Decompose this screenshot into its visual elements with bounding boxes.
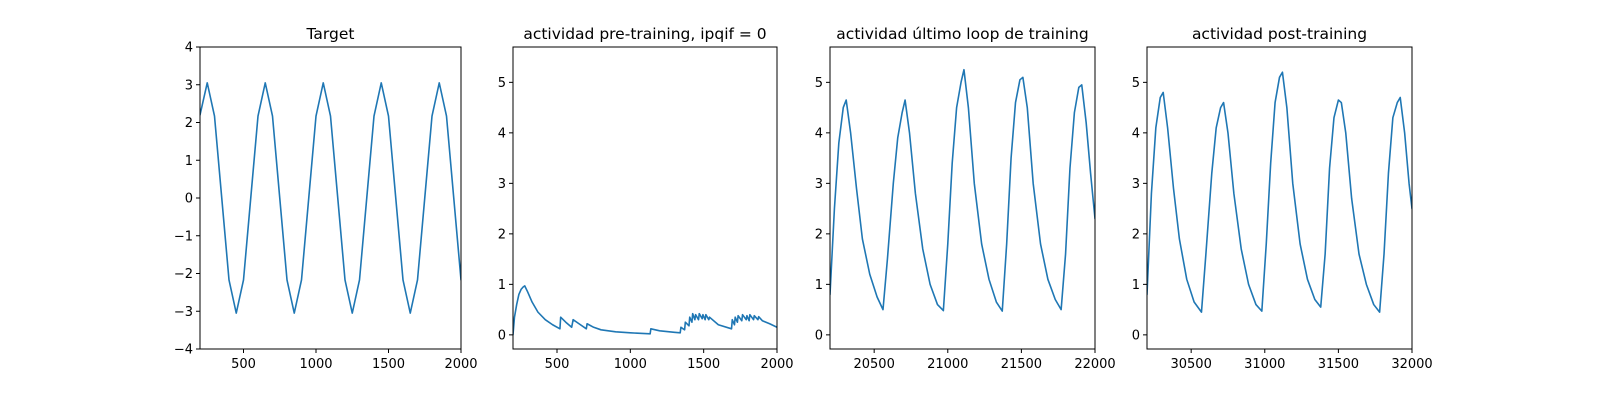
y-tick-label: 2: [185, 116, 193, 131]
y-tick-label: 1: [498, 278, 506, 293]
y-tick-label: 0: [1132, 328, 1140, 343]
y-tick-label: 0: [498, 328, 506, 343]
x-tick-label: 31500: [1318, 357, 1359, 372]
x-tick-label: 500: [545, 357, 570, 372]
y-tick-label: 1: [185, 154, 193, 169]
x-tick-label: 32000: [1391, 357, 1432, 372]
x-tick-label: 21500: [1001, 357, 1042, 372]
y-tick-label: 5: [498, 76, 506, 91]
x-tick-label: 30500: [1170, 357, 1211, 372]
y-tick-label: 0: [815, 328, 823, 343]
y-tick-label: 3: [498, 177, 506, 192]
y-tick-label: 1: [815, 278, 823, 293]
y-tick-label: 2: [1132, 227, 1140, 242]
x-tick-label: 31000: [1244, 357, 1285, 372]
x-tick-label: 1500: [687, 357, 720, 372]
plot-frame: [199, 46, 462, 350]
x-tick-label: 500: [231, 357, 256, 372]
x-tick-label: 20500: [853, 357, 894, 372]
y-tick-label: 4: [1132, 126, 1140, 141]
y-tick-label: 2: [815, 227, 823, 242]
chart-title: actividad post-training: [1192, 25, 1367, 43]
y-tick-label: 3: [1132, 177, 1140, 192]
y-tick-label: 0: [185, 192, 193, 207]
series-line-4-1: [1147, 71, 1412, 313]
y-tick-label: 4: [185, 41, 193, 56]
plot-frame: [512, 46, 778, 350]
x-tick-label: 2000: [444, 357, 477, 372]
plot-frame: [1146, 46, 1413, 350]
x-tick-label: 2000: [760, 357, 793, 372]
y-tick-label: −3: [174, 305, 193, 320]
chart-title: actividad pre-training, ipqif = 0: [523, 25, 766, 43]
chart-title: actividad último loop de training: [836, 25, 1088, 43]
chart-panel-4: 30500 31000 31500 32000 0 1 2 3 4 5 actividad post…: [1132, 25, 1433, 372]
chart-panel-1: 500 1000 1500 2000 −4 −3 −2 −1 0 1 2 3 4 Target: [174, 25, 478, 372]
series-line-1-1: [200, 82, 461, 314]
chart-title: Target: [306, 25, 355, 43]
y-tick-label: 2: [498, 227, 506, 242]
x-tick-label: 1000: [299, 357, 332, 372]
x-tick-label: 21000: [927, 357, 968, 372]
x-tick-label: 1500: [372, 357, 405, 372]
y-tick-label: 1: [1132, 278, 1140, 293]
y-tick-label: 4: [815, 126, 823, 141]
series-line-3-1: [830, 68, 1095, 312]
y-tick-label: 4: [498, 126, 506, 141]
chart-panel-3: 20500 21000 21500 22000 0 1 2 3 4 5 actividad últi…: [815, 25, 1116, 372]
x-tick-label: 1000: [614, 357, 647, 372]
x-tick-label: 22000: [1074, 357, 1115, 372]
plot-frame: [829, 46, 1096, 350]
y-tick-label: 5: [815, 76, 823, 91]
chart-panel-2: 500 1000 1500 2000 0 1 2 3 4 5 actividad pre-train…: [498, 25, 794, 372]
y-tick-label: 5: [1132, 76, 1140, 91]
y-tick-label: −1: [174, 229, 193, 244]
series-line-2-1: [513, 285, 777, 336]
y-tick-label: −4: [174, 343, 193, 358]
y-tick-label: 3: [815, 177, 823, 192]
y-tick-label: −2: [174, 267, 193, 282]
y-tick-label: 3: [185, 78, 193, 93]
